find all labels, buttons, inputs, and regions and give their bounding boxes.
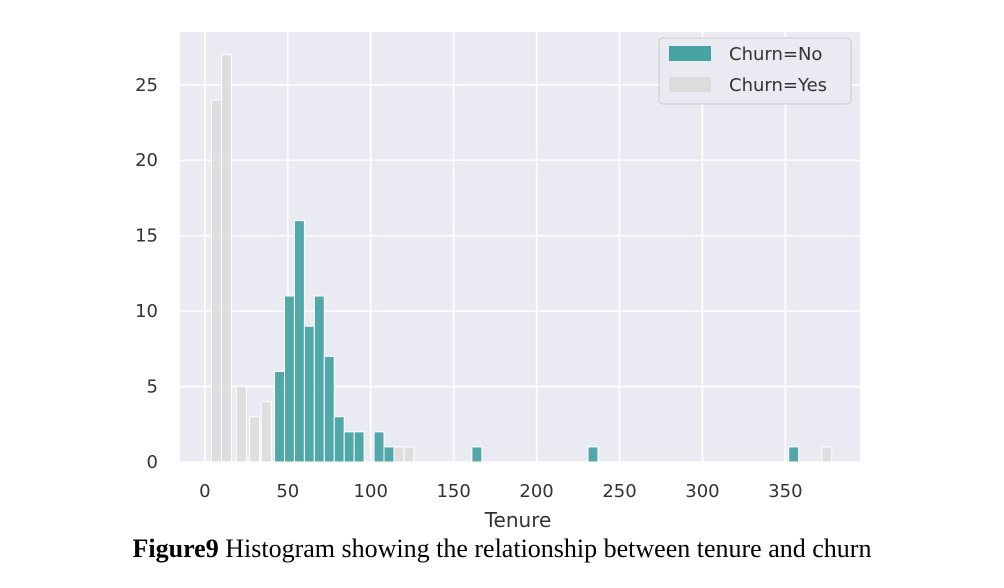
histogram-bar-churn-no	[373, 431, 385, 463]
figure-caption: Figure9 Histogram showing the relationsh…	[0, 534, 1004, 564]
bars-churn-no	[274, 220, 800, 463]
histogram-bar-churn-no	[333, 416, 345, 463]
histogram-bar-churn-no	[293, 220, 305, 463]
x-tick-label: 0	[199, 481, 210, 502]
histogram-bar-churn-no	[303, 325, 315, 463]
x-tick-label: 100	[354, 481, 388, 502]
histogram-bar-churn-yes	[249, 416, 261, 463]
y-tick-label: 10	[135, 301, 158, 322]
x-axis-ticks: 0 50 100 150 200 250 300 350	[199, 481, 802, 502]
legend: Churn=No Churn=Yes	[658, 37, 852, 105]
legend-label-churn-no: Churn=No	[729, 44, 822, 65]
x-tick-label: 150	[436, 481, 470, 502]
histogram-bar-churn-no	[343, 431, 355, 463]
legend-label-churn-yes: Churn=Yes	[729, 75, 827, 96]
y-tick-label: 0	[147, 452, 158, 473]
histogram-bar-churn-yes	[235, 386, 247, 463]
histogram-bar-churn-no	[283, 295, 295, 463]
x-tick-label: 200	[519, 481, 553, 502]
histogram-bar-churn-yes	[211, 99, 222, 463]
histogram-bar-churn-yes	[260, 401, 272, 463]
y-tick-label: 25	[135, 75, 158, 96]
y-tick-label: 15	[135, 226, 158, 247]
x-tick-label: 350	[768, 481, 802, 502]
histogram-bar-churn-no	[587, 446, 599, 463]
caption-label: Figure9	[132, 534, 219, 563]
histogram-bar-churn-no	[323, 355, 335, 463]
legend-swatch-churn-yes	[669, 77, 711, 92]
legend-swatch-churn-no	[669, 46, 711, 61]
histogram-bar-churn-no	[471, 446, 483, 463]
y-tick-label: 20	[135, 150, 158, 171]
y-tick-label: 5	[147, 377, 158, 398]
caption-text: Histogram showing the relationship betwe…	[218, 534, 872, 563]
histogram-bar-churn-yes	[821, 446, 833, 463]
histogram-bar-churn-yes	[220, 54, 232, 463]
histogram-bar-churn-no	[788, 446, 800, 463]
histogram-bar-churn-yes	[393, 446, 405, 463]
histogram-bar-churn-no	[383, 446, 395, 463]
x-tick-label: 300	[685, 481, 719, 502]
y-axis-ticks: 0 5 10 15 20 25	[135, 75, 158, 473]
histogram-bar-churn-no	[353, 431, 365, 463]
histogram-bar-churn-no	[274, 370, 285, 463]
x-tick-label: 250	[602, 481, 636, 502]
x-axis-label: Tenure	[484, 508, 552, 532]
histogram-bar-churn-no	[313, 295, 325, 463]
x-tick-label: 50	[276, 481, 299, 502]
histogram-bar-churn-yes	[403, 446, 415, 463]
